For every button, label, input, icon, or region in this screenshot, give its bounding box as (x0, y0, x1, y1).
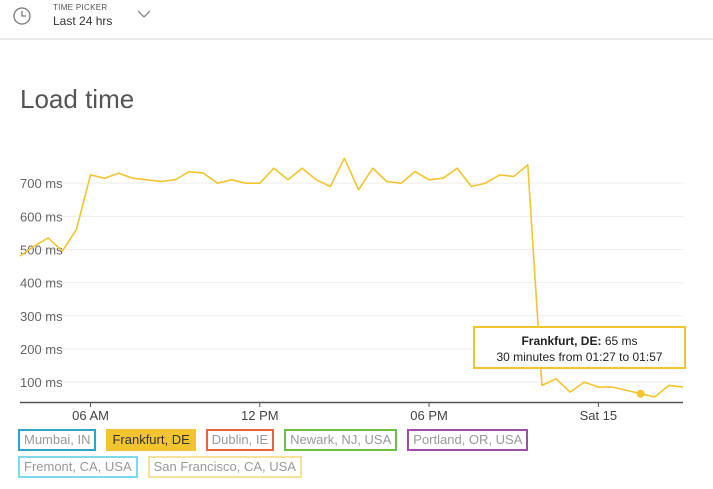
legend-item-san-francisco[interactable]: San Francisco, CA, USA (147, 456, 302, 478)
legend-item-dublin[interactable]: Dublin, IE (205, 429, 275, 451)
y-tick-label: 700 ms (20, 176, 63, 191)
legend-item-newark[interactable]: Newark, NJ, USA (284, 429, 398, 451)
series-line-frankfurt (19, 157, 684, 398)
x-tick-label: 06 PM (410, 408, 448, 423)
legend-item-frankfurt[interactable]: Frankfurt, DE (106, 429, 196, 451)
y-tick-label: 300 ms (20, 309, 63, 324)
y-tick-label: 100 ms (20, 375, 63, 390)
y-tick-label: 200 ms (20, 342, 63, 357)
y-tick-label: 600 ms (20, 209, 63, 224)
legend-item-mumbai[interactable]: Mumbai, IN (18, 429, 97, 451)
time-picker-label: TIME PICKER (53, 3, 108, 12)
legend-row: Fremont, CA, USA San Francisco, CA, USA (18, 456, 708, 478)
y-tick-label: 400 ms (20, 276, 63, 291)
y-tick-label: 500 ms (20, 242, 63, 257)
chart-legend: Mumbai, IN Frankfurt, DE Dublin, IE Newa… (18, 429, 708, 483)
clock-icon (13, 7, 31, 25)
x-tick-label: Sat 15 (580, 408, 618, 423)
legend-item-portland[interactable]: Portland, OR, USA (407, 429, 529, 451)
highlight-point (636, 389, 645, 398)
legend-row: Mumbai, IN Frankfurt, DE Dublin, IE Newa… (18, 429, 708, 451)
tooltip-range: 30 minutes from 01:27 to 01:57 (496, 350, 663, 364)
tooltip-value: 65 ms (604, 334, 638, 348)
header-bar: TIME PICKER Last 24 hrs (0, 0, 713, 40)
tooltip-series: Frankfurt, DE: (521, 334, 602, 348)
x-tick-label: 06 AM (72, 408, 109, 423)
chart-title: Load time (20, 84, 135, 114)
chevron-down-icon[interactable] (137, 9, 151, 19)
chart-tooltip: Frankfurt, DE: 65 ms 30 minutes from 01:… (473, 326, 686, 369)
time-picker-value[interactable]: Last 24 hrs (53, 14, 113, 28)
x-tick-label: 12 PM (241, 408, 279, 423)
legend-item-fremont[interactable]: Fremont, CA, USA (18, 456, 138, 478)
